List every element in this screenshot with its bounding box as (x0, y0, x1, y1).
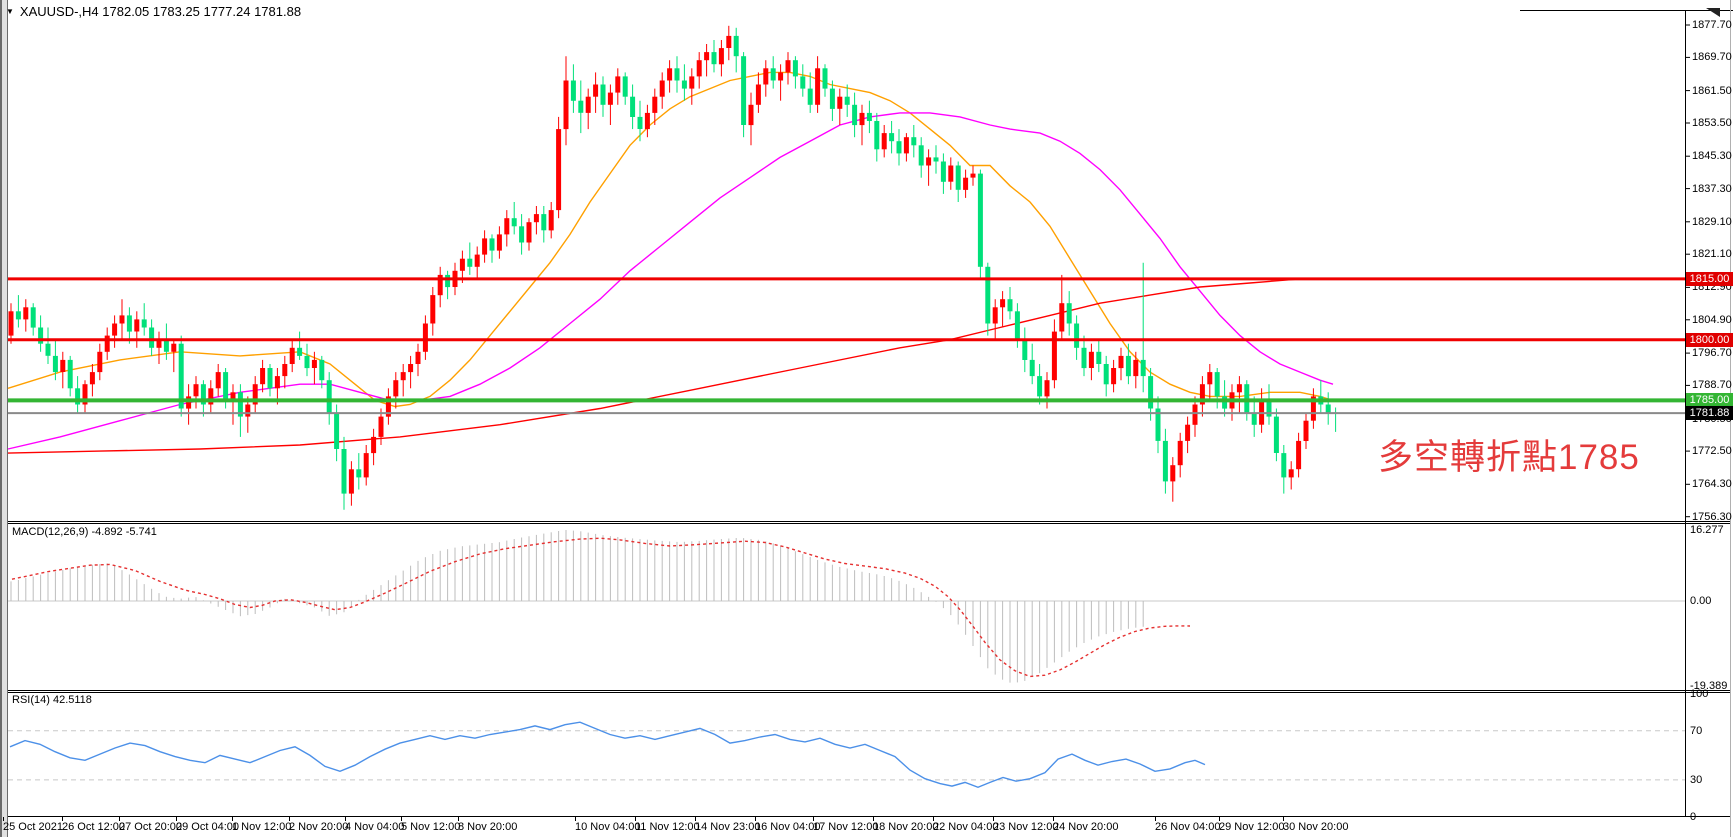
price-axis-label: 1869.70 (1692, 51, 1732, 63)
scroll-to-end-marker[interactable] (1706, 8, 1720, 17)
rsi-line (9, 721, 1206, 789)
price-level-badge: 1785.00 (1686, 393, 1733, 407)
price-level-badge: 1781.88 (1686, 406, 1733, 420)
price-axis-label: 1877.70 (1692, 19, 1732, 31)
time-axis-label: 8 Nov 20:00 (458, 821, 518, 833)
time-axis-label: 4 Nov 04:00 (345, 821, 405, 833)
ma-slow-red (7, 278, 1333, 454)
rsi-indicator-label: RSI(14) 42.5118 (12, 694, 92, 706)
ma-lines-layer (7, 71, 1334, 454)
analyst-annotation: 多空轉折點1785 (1378, 438, 1640, 477)
rsi-panel-layer (8, 721, 1685, 789)
price-axis-label: 1853.50 (1692, 117, 1732, 129)
price-axis-label: 1772.50 (1692, 445, 1732, 457)
time-axis-label: 10 Nov 04:00 (575, 821, 641, 833)
time-axis-label: 16 Nov 04:00 (755, 821, 821, 833)
macd-panel-layer (8, 530, 1685, 683)
chart-title: ▼ XAUUSD-,H4 1782.05 1783.25 1777.24 1781… (6, 4, 301, 19)
macd-indicator-label: MACD(12,26,9) -4.892 -5.741 (12, 526, 157, 538)
price-axis-label: 1756.30 (1692, 511, 1732, 523)
time-axis-label: 2 Nov 20:00 (289, 821, 349, 833)
time-axis-label: 22 Nov 04:00 (933, 821, 999, 833)
macd-signal-line (11, 537, 1191, 678)
time-axis-label: 29 Oct 04:00 (176, 821, 239, 833)
time-axis-label: 23 Nov 12:00 (993, 821, 1059, 833)
time-axis-label: 1 Nov 12:00 (232, 821, 292, 833)
price-axis-label: 1837.30 (1692, 183, 1732, 195)
time-axis-label: 14 Nov 23:00 (695, 821, 761, 833)
horizontal-levels-layer[interactable] (8, 277, 1685, 415)
macd-scale-label: -19.389 (1690, 680, 1728, 692)
ma-fast-orange (7, 71, 1334, 408)
time-axis-label: 30 Nov 20:00 (1283, 821, 1349, 833)
time-axis-label: 27 Oct 20:00 (119, 821, 182, 833)
price-axis-label: 1764.30 (1692, 478, 1732, 490)
rsi-scale-label: 70 (1690, 725, 1703, 737)
price-level-badge: 1815.00 (1686, 272, 1733, 286)
price-axis-label: 1788.70 (1692, 379, 1732, 391)
chart-title-text: XAUUSD-,H4 1782.05 1783.25 1777.24 1781.… (19, 4, 302, 19)
rsi-scale-label: 0 (1690, 811, 1697, 823)
symbol-dropdown-icon[interactable]: ▼ (6, 7, 14, 16)
time-axis-label: 11 Nov 12:00 (635, 821, 700, 833)
time-axis-label: 18 Nov 20:00 (873, 821, 939, 833)
time-axis-label: 26 Oct 12:00 (62, 821, 125, 833)
price-axis-label: 1829.10 (1692, 216, 1732, 228)
time-axis-label: 25 Oct 2021 (3, 821, 63, 833)
time-axis-label: 17 Nov 12:00 (813, 821, 879, 833)
price-axis-label: 1821.10 (1692, 248, 1732, 260)
rsi-scale-label: 100 (1690, 688, 1709, 700)
time-axis-label: 26 Nov 04:00 (1155, 821, 1221, 833)
price-axis-label: 1845.30 (1692, 150, 1732, 162)
time-axis-label: 24 Nov 20:00 (1053, 821, 1119, 833)
time-axis-label: 29 Nov 12:00 (1219, 821, 1285, 833)
rsi-scale-label: 30 (1690, 774, 1703, 786)
time-axis-label: 5 Nov 12:00 (401, 821, 461, 833)
macd-scale-label: 16.277 (1690, 524, 1724, 536)
candles-layer (8, 25, 1339, 510)
price-level-badge: 1800.00 (1686, 333, 1733, 347)
price-axis-label: 1861.50 (1692, 85, 1732, 97)
price-axis-label: 1796.70 (1692, 347, 1732, 359)
macd-scale-label: 0.00 (1690, 595, 1712, 607)
price-axis-label: 1804.90 (1692, 314, 1732, 326)
